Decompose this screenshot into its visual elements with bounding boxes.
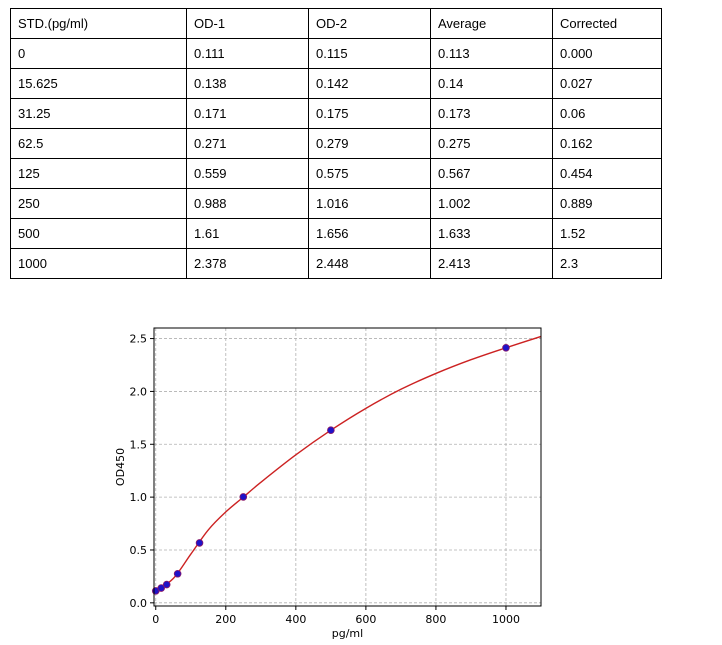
table-cell: 250 (10, 188, 187, 219)
table-cell: 2.378 (186, 248, 309, 279)
x-tick-label: 800 (425, 613, 446, 626)
y-tick-label: 1.0 (130, 491, 148, 504)
table-header-row: STD.(pg/ml) OD-1 OD-2 Average Corrected (10, 8, 662, 39)
table-cell: 0 (10, 38, 187, 69)
fit-curve-group (155, 335, 541, 592)
table-cell: 0.142 (308, 68, 431, 99)
table-cell: 0.027 (552, 68, 662, 99)
table-row: 62.5 0.271 0.279 0.275 0.162 (10, 128, 662, 159)
y-axis-label: OD450 (114, 448, 127, 486)
table-cell: 0.115 (308, 38, 431, 69)
y-axis-ticks: 0.0 0.5 1.0 1.5 2.0 2.5 (130, 333, 154, 610)
fit-curve (155, 335, 541, 592)
chart-svg: 0 200 400 600 800 1000 0.0 0.5 1.0 1.5 2.0 2.5 pg/… (114, 327, 542, 640)
table-cell: 0.175 (308, 98, 431, 129)
header-od2: OD-2 (308, 8, 431, 39)
x-tick-label: 0 (152, 613, 159, 626)
table-cell: 0.271 (186, 128, 309, 159)
table-cell: 0.567 (430, 158, 553, 189)
table-row: 500 1.61 1.656 1.633 1.52 (10, 218, 662, 249)
table-cell: 15.625 (10, 68, 187, 99)
standard-curve-table: STD.(pg/ml) OD-1 OD-2 Average Corrected … (10, 8, 662, 279)
table-cell: 1.633 (430, 218, 553, 249)
grid (154, 328, 541, 606)
y-tick-label: 0.5 (130, 544, 148, 557)
table-cell: 2.448 (308, 248, 431, 279)
header-std: STD.(pg/ml) (10, 8, 187, 39)
table-cell: 0.275 (430, 128, 553, 159)
table-cell: 1.61 (186, 218, 309, 249)
table-cell: 31.25 (10, 98, 187, 129)
data-point (239, 493, 248, 501)
table-cell: 2.3 (552, 248, 662, 279)
table-cell: 0.14 (430, 68, 553, 99)
data-points-group (151, 343, 510, 595)
data-point (173, 569, 182, 578)
table-cell: 0.113 (430, 38, 553, 69)
x-tick-label: 400 (285, 613, 306, 626)
table-cell: 1.52 (552, 218, 662, 249)
y-tick-label: 0.0 (130, 597, 148, 610)
table-cell: 0.000 (552, 38, 662, 69)
y-tick-label: 2.0 (130, 385, 148, 398)
x-tick-label: 200 (215, 613, 236, 626)
table-cell: 0.279 (308, 128, 431, 159)
table-cell: 1.002 (430, 188, 553, 219)
table-row: 15.625 0.138 0.142 0.14 0.027 (10, 68, 662, 99)
table-cell: 0.575 (308, 158, 431, 189)
table-cell: 1.016 (308, 188, 431, 219)
table-cell: 0.111 (186, 38, 309, 69)
table-row: 31.25 0.171 0.175 0.173 0.06 (10, 98, 662, 129)
table-cell: 0.988 (186, 188, 309, 219)
table-cell: 0.171 (186, 98, 309, 129)
table-row: 1000 2.378 2.448 2.413 2.3 (10, 248, 662, 279)
table-cell: 1000 (10, 248, 187, 279)
table-row: 125 0.559 0.575 0.567 0.454 (10, 158, 662, 189)
table-row: 0 0.111 0.115 0.113 0.000 (10, 38, 662, 69)
standard-curve-chart: 0 200 400 600 800 1000 0.0 0.5 1.0 1.5 2.0 2.5 pg/… (96, 288, 556, 640)
table-cell: 0.889 (552, 188, 662, 219)
table-cell: 125 (10, 158, 187, 189)
table-cell: 0.162 (552, 128, 662, 159)
plot-frame (153, 327, 542, 607)
x-tick-label: 600 (355, 613, 376, 626)
table-cell: 0.454 (552, 158, 662, 189)
table-cell: 0.173 (430, 98, 553, 129)
data-point (502, 343, 510, 352)
data-point (195, 539, 204, 547)
x-axis-label: pg/ml (332, 627, 363, 640)
header-corrected: Corrected (552, 8, 662, 39)
y-tick-label: 2.5 (130, 333, 148, 346)
table-cell: 62.5 (10, 128, 187, 159)
table-cell: 0.559 (186, 158, 309, 189)
table-row: 250 0.988 1.016 1.002 0.889 (10, 188, 662, 219)
table-cell: 500 (10, 218, 187, 249)
data-point (162, 580, 171, 589)
table-cell: 0.06 (552, 98, 662, 129)
x-axis-ticks: 0 200 400 600 800 1000 (152, 606, 520, 626)
y-tick-label: 1.5 (130, 438, 148, 451)
data-point (327, 426, 335, 435)
x-tick-label: 1000 (492, 613, 520, 626)
table-cell: 1.656 (308, 218, 431, 249)
table-cell: 2.413 (430, 248, 553, 279)
header-average: Average (430, 8, 553, 39)
header-od1: OD-1 (186, 8, 309, 39)
data-point (157, 584, 166, 592)
table-cell: 0.138 (186, 68, 309, 99)
